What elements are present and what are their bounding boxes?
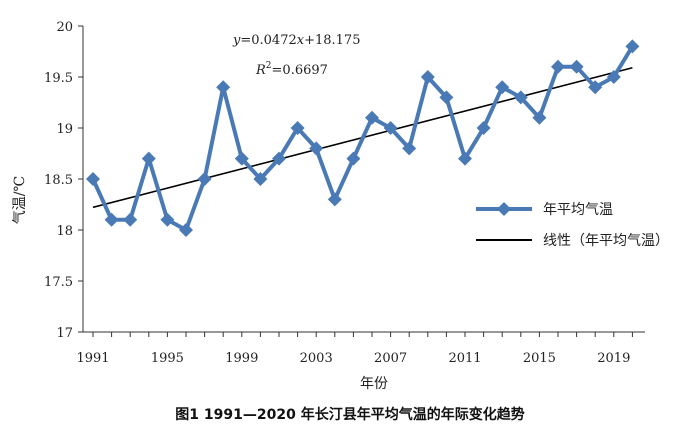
data-point (551, 59, 565, 74)
temperature-chart: 17 17.5 18 18.5 19 19.5 20 1991 1995 1999 2003 200… (12, 20, 669, 392)
y-ticks: 17 17.5 18 18.5 19 19.5 20 (44, 20, 83, 341)
data-point (402, 141, 417, 156)
trend-r2: R2=0.6697 (255, 61, 328, 78)
data-point (290, 121, 305, 135)
data-point (606, 70, 621, 84)
y-tick-label: 17.5 (44, 275, 73, 290)
y-axis-title: 气温/℃ (12, 176, 28, 224)
y-tick-label: 18.5 (44, 173, 73, 188)
legend-series-symbol (476, 202, 532, 216)
data-point (327, 192, 342, 207)
legend-series-marker (497, 202, 511, 216)
x-tick-label: 1991 (76, 351, 109, 366)
y-tick-label: 20 (56, 20, 73, 35)
y-tick-label: 17 (56, 326, 73, 341)
data-point (588, 80, 603, 95)
data-point (86, 172, 100, 186)
series-group (86, 39, 640, 237)
data-point (569, 59, 584, 74)
data-point (272, 151, 286, 166)
x-tick-label: 2003 (300, 351, 333, 366)
data-point (253, 172, 268, 186)
data-point (513, 90, 528, 105)
x-axis-title: 年份 (360, 376, 388, 392)
data-point (104, 212, 119, 227)
figure-caption: 图1 1991—2020 年长汀县年平均气温的年际变化趋势 (175, 407, 525, 423)
y-tick-label: 18 (56, 224, 73, 239)
data-point (141, 151, 156, 166)
data-point (420, 70, 435, 84)
y-tick-label: 19.5 (44, 71, 73, 86)
data-point (123, 212, 138, 227)
data-point (160, 212, 175, 227)
legend: 年平均气温 线性（年平均气温） (476, 202, 669, 249)
x-tick-label: 1999 (225, 351, 258, 366)
x-tick-label: 2019 (597, 351, 630, 366)
legend-trend-label: 线性（年平均气温） (543, 233, 669, 249)
data-point (216, 80, 231, 95)
x-tick-label: 2015 (523, 351, 556, 366)
trend-equation: y=0.0472x+18.175 (232, 33, 360, 48)
data-point (346, 151, 361, 166)
data-point (309, 141, 324, 156)
data-point (625, 39, 640, 54)
data-point (495, 80, 510, 95)
y-tick-label: 19 (56, 122, 73, 137)
data-point (383, 121, 398, 135)
legend-series-label: 年平均气温 (543, 202, 613, 218)
x-tick-label: 2011 (448, 351, 481, 366)
x-tick-label: 1995 (151, 351, 184, 366)
data-point (234, 151, 249, 166)
axes (82, 26, 645, 333)
data-point (179, 223, 193, 237)
data-point (197, 172, 212, 186)
data-point (458, 151, 472, 166)
data-point (439, 90, 454, 105)
data-point (476, 121, 491, 135)
x-tick-label: 2007 (374, 351, 407, 366)
x-ticks: 1991 1995 1999 2003 2007 2011 2015 2019 (76, 332, 633, 366)
data-point (365, 110, 379, 125)
data-point (532, 110, 547, 125)
